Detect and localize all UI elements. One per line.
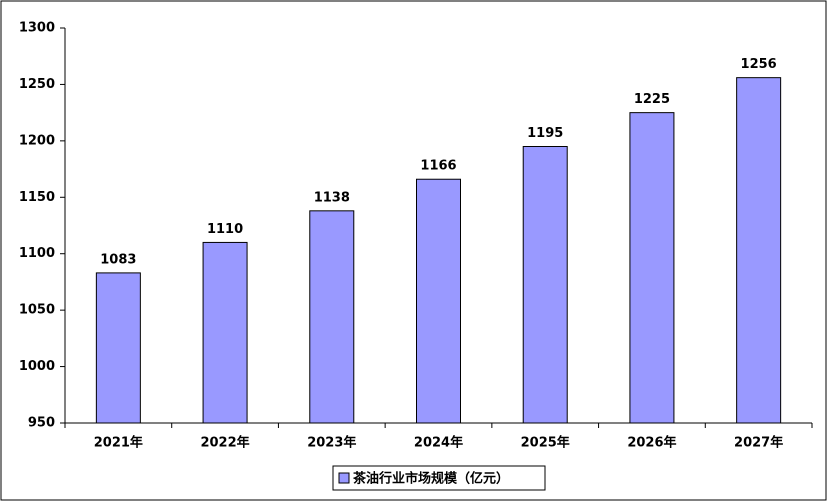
- bar: [309, 210, 355, 424]
- y-tick-label: 1300: [19, 21, 55, 36]
- data-label: 1195: [527, 126, 563, 141]
- x-tick-label: 2026年: [627, 435, 676, 451]
- bar: [416, 178, 461, 424]
- x-tick-label: 2025年: [521, 435, 570, 451]
- y-tick-label: 950: [28, 416, 55, 431]
- x-tick-label: 2023年: [307, 435, 356, 451]
- bar: [95, 272, 141, 424]
- bar: [202, 241, 248, 424]
- legend-swatch: [338, 472, 350, 484]
- legend-label: 茶油行业市场规模（亿元）: [353, 471, 509, 487]
- x-tick-label: 2022年: [200, 435, 249, 451]
- y-tick-label: 1000: [19, 359, 55, 374]
- x-tick-label: 2021年: [94, 435, 143, 451]
- data-label: 1166: [420, 159, 456, 174]
- y-tick-label: 1100: [19, 246, 55, 261]
- data-label: 1110: [207, 222, 243, 237]
- y-tick-label: 1050: [19, 303, 55, 318]
- y-tick-label: 1200: [19, 133, 55, 148]
- bar: [736, 77, 782, 424]
- data-label: 1256: [741, 57, 777, 72]
- y-tick-label: 1150: [19, 190, 55, 205]
- data-label: 1138: [314, 190, 350, 205]
- x-tick-label: 2024年: [414, 435, 463, 451]
- y-tick-label: 1250: [19, 77, 55, 92]
- data-label: 1225: [634, 92, 670, 107]
- x-tick-label: 2027年: [734, 435, 783, 451]
- data-label: 1083: [100, 252, 136, 267]
- bar: [629, 112, 675, 424]
- legend-box: [332, 465, 546, 491]
- bar: [522, 146, 568, 424]
